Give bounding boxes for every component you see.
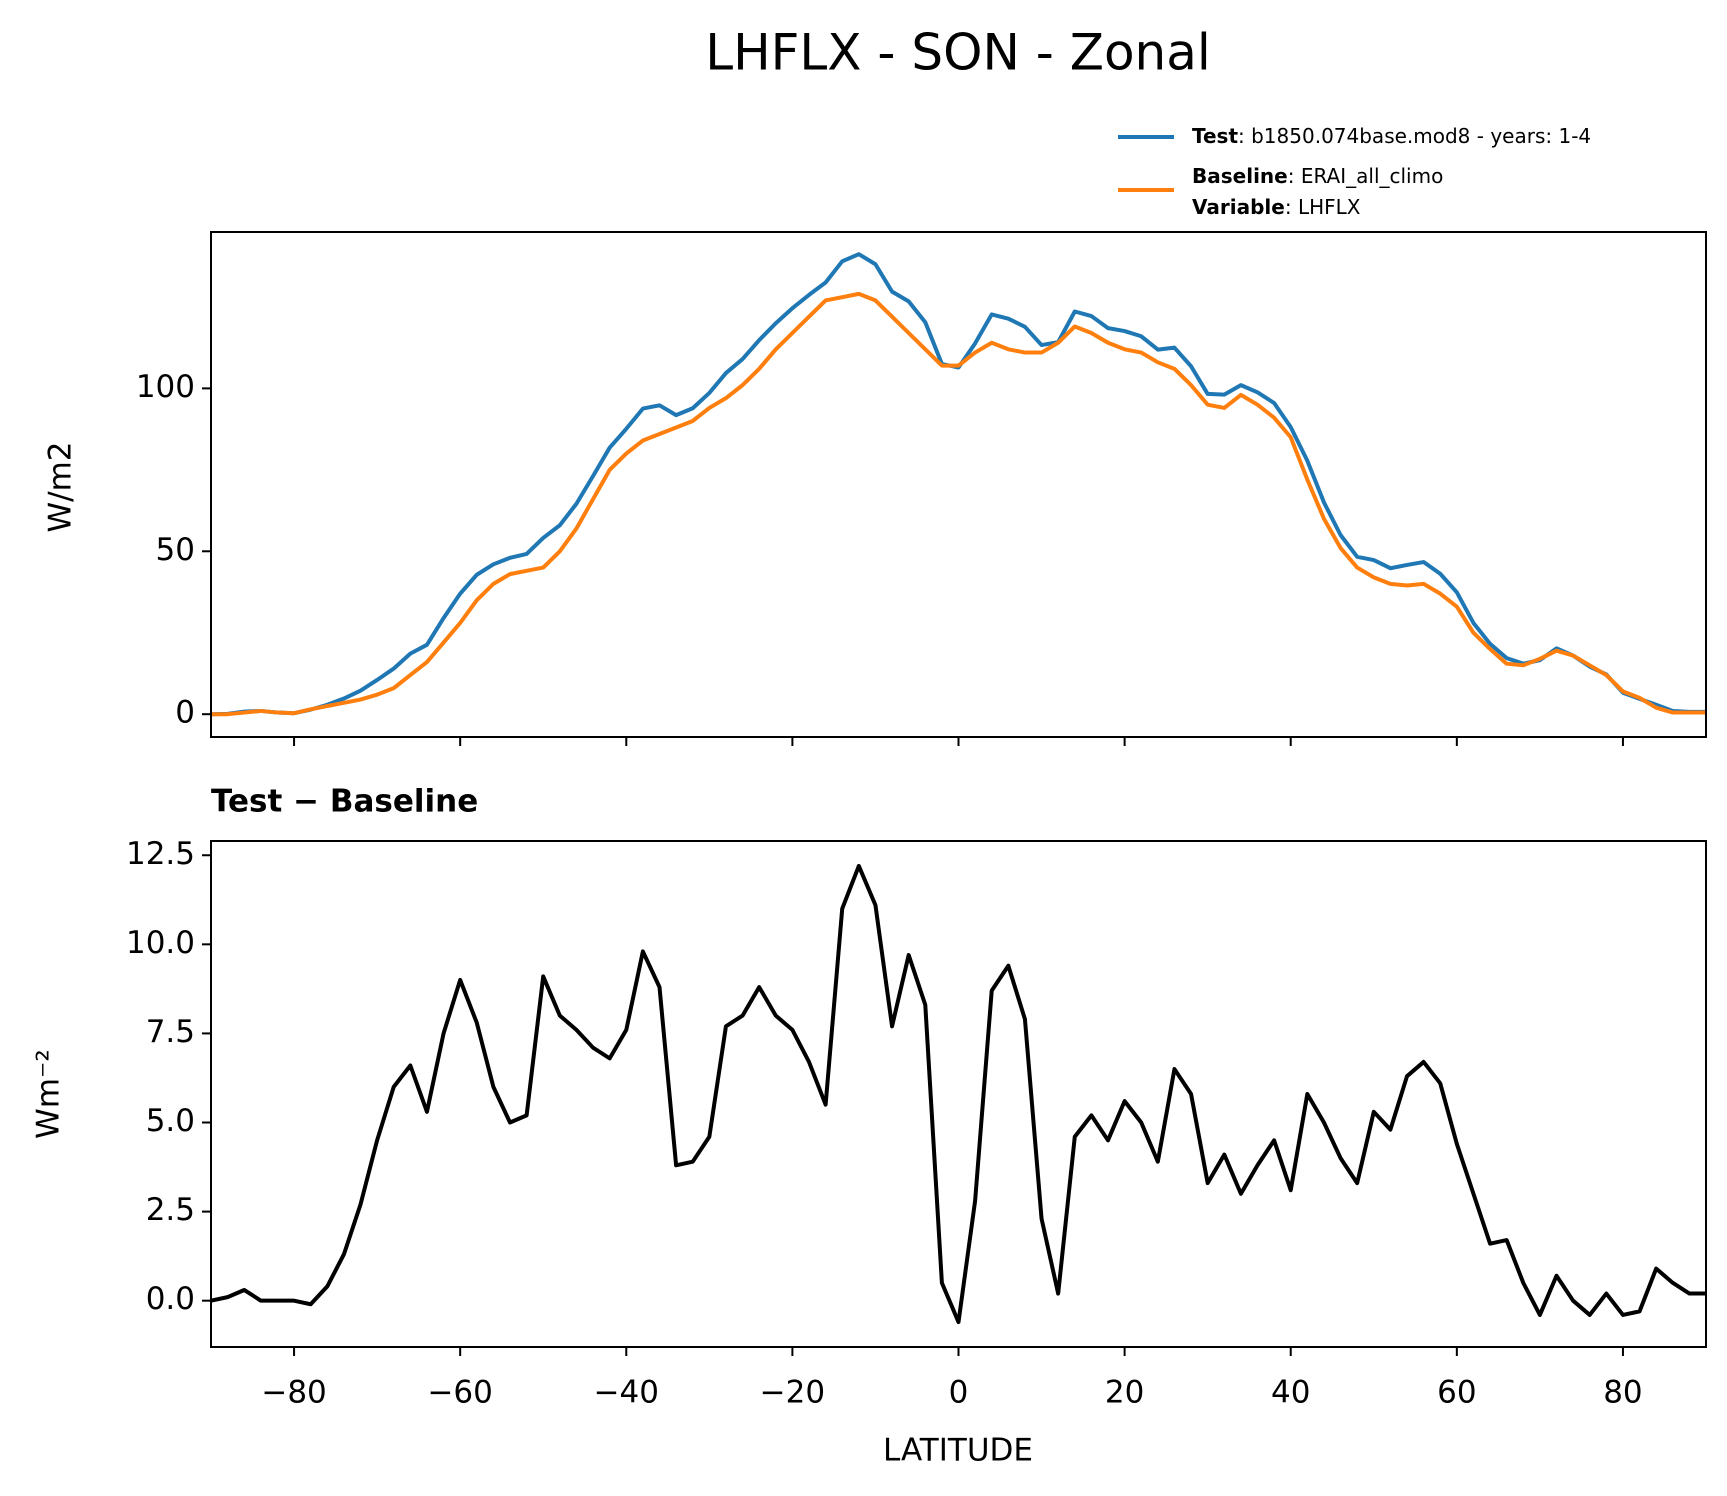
legend-label: Baseline: ERAI_all_climo — [1192, 164, 1443, 188]
axes-frame — [210, 840, 1707, 1348]
x-tick-label: 80 — [1603, 1375, 1642, 1411]
x-tick-label: 0 — [949, 1375, 969, 1411]
y-tick-label: 12.5 — [126, 836, 195, 872]
legend-case: : ERAI_all_climo — [1288, 164, 1444, 188]
legend-name: Variable — [1192, 195, 1285, 219]
x-tick-label: 40 — [1271, 1375, 1310, 1411]
y-tick-label: 2.5 — [146, 1192, 195, 1228]
y-axis-label: Wm⁻² — [31, 1049, 67, 1139]
figure-title: LHFLX - SON - Zonal — [705, 24, 1211, 82]
legend-case: : b1850.074base.mod8 - years: 1-4 — [1238, 124, 1591, 148]
legend-name: Test — [1192, 124, 1238, 148]
x-tick-label: 20 — [1105, 1375, 1144, 1411]
x-axis-label: LATITUDE — [883, 1433, 1033, 1469]
y-tick-label: 0.0 — [146, 1281, 195, 1317]
legend-name: Baseline — [1192, 164, 1288, 188]
plot-area — [211, 863, 1706, 1325]
axes-frame — [210, 231, 1707, 738]
y-tick-label: 50 — [156, 532, 195, 568]
x-tick-label: −20 — [760, 1375, 825, 1411]
y-tick-label: 0 — [175, 695, 195, 731]
legend-label: Test: b1850.074base.mod8 - years: 1-4 — [1192, 124, 1591, 148]
y-tick-label: 5.0 — [146, 1103, 195, 1139]
y-tick-label: 7.5 — [146, 1014, 195, 1050]
x-tick-label: −60 — [427, 1375, 492, 1411]
plot-area — [211, 252, 1706, 717]
y-axis-label: W/m2 — [43, 441, 79, 532]
panel-title: Test − Baseline — [211, 784, 478, 820]
legend-label: Variable: LHFLX — [1192, 195, 1361, 219]
x-tick-label: −80 — [261, 1375, 326, 1411]
y-tick-label: 10.0 — [126, 925, 195, 961]
legend-case: : LHFLX — [1285, 195, 1361, 219]
y-tick-label: 100 — [136, 369, 195, 405]
x-tick-label: −40 — [594, 1375, 659, 1411]
data-line — [211, 863, 1706, 1325]
data-line — [211, 291, 1706, 717]
data-line — [211, 252, 1706, 717]
x-tick-label: 60 — [1437, 1375, 1476, 1411]
